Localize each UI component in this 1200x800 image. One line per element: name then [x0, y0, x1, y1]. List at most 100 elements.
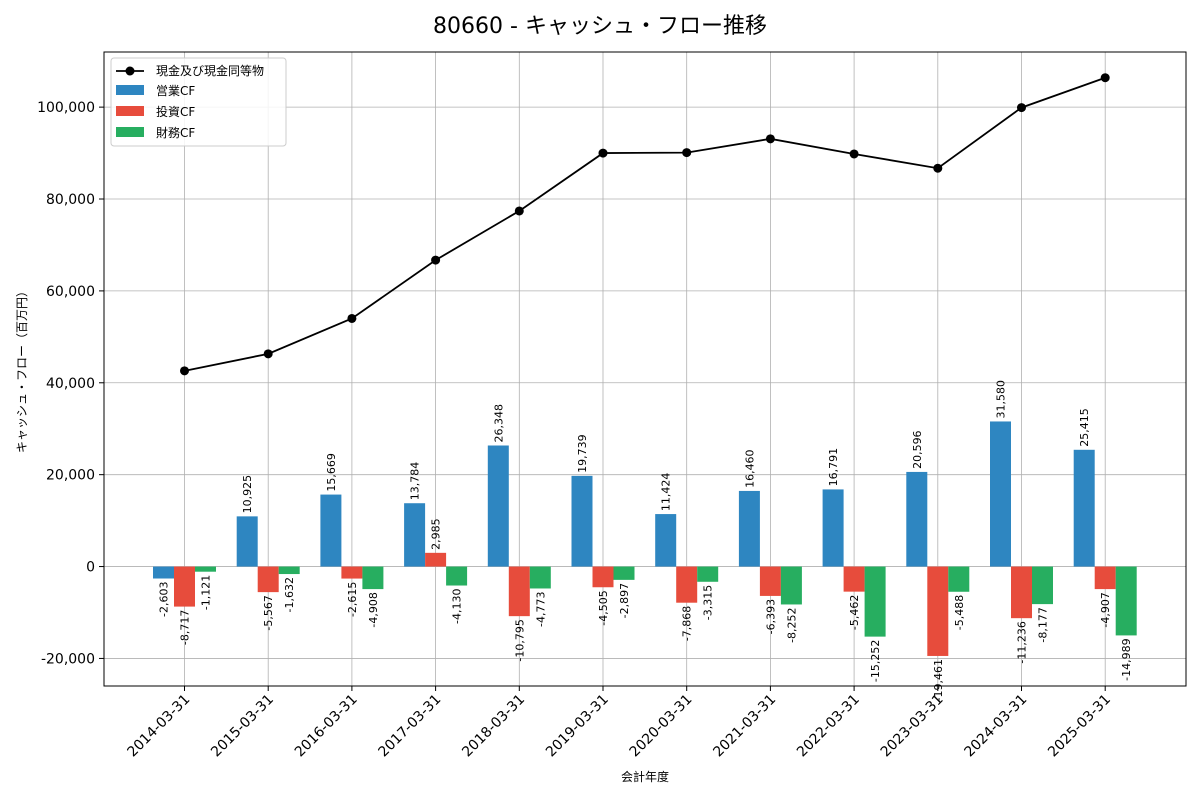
y-tick-label: 100,000 — [37, 100, 95, 116]
bar-operating — [1073, 449, 1095, 567]
cash-point — [431, 255, 441, 265]
legend-line-marker — [125, 66, 135, 76]
bar-value-label-financing: -15,252 — [869, 640, 882, 682]
x-tick-label: 2017-03-31 — [376, 692, 445, 761]
bar-investing — [843, 566, 865, 592]
cash-point — [1017, 103, 1026, 113]
x-tick-label: 2022-03-31 — [794, 692, 863, 761]
bar-operating — [320, 494, 342, 567]
bar-investing — [341, 566, 363, 579]
bar-investing — [508, 566, 530, 617]
line-layer — [180, 73, 1110, 376]
bar-investing — [592, 566, 614, 588]
cash-point — [849, 149, 859, 159]
bar-operating — [655, 514, 677, 567]
bar-financing — [780, 566, 802, 605]
bar-investing — [1011, 566, 1032, 619]
bar-value-label-financing: -5,488 — [953, 595, 966, 630]
bar-operating — [487, 445, 509, 567]
x-tick-label: 2021-03-31 — [710, 692, 779, 761]
bar-financing — [864, 566, 886, 637]
bar-financing — [362, 566, 384, 590]
bar-value-label-financing: -1,632 — [283, 577, 296, 612]
bars-layer — [153, 421, 1137, 656]
bar-operating — [571, 475, 593, 567]
bar-value-label-financing: -8,252 — [785, 607, 798, 642]
legend-swatch-financing — [116, 127, 144, 137]
bar-value-label-investing: -7,868 — [681, 606, 694, 641]
cash-point — [347, 313, 357, 323]
x-tick-label: 2025-03-31 — [1045, 692, 1114, 761]
legend-swatch-investing — [116, 106, 144, 116]
x-tick-label: 2024-03-31 — [961, 692, 1030, 761]
x-ticks-layer: 2014-03-31 2015-03-31 2016-03-31 2017-03-31… — [124, 686, 1114, 760]
y-axis-label: キャッシュ・フロー（百万円） — [15, 285, 29, 453]
bar-investing — [927, 566, 949, 656]
bar-value-label-operating: 11,424 — [660, 473, 673, 512]
bar-value-label-financing: -4,130 — [451, 589, 464, 624]
y-ticks-layer: -20,000 0 20,000 40,000 60,000 80,000 100,000 — [37, 100, 104, 667]
bar-value-label-operating: 13,784 — [409, 462, 422, 501]
bar-financing — [613, 566, 635, 580]
legend-box — [110, 57, 287, 147]
bar-value-label-investing: -19,461 — [932, 659, 945, 701]
bar-value-label-investing: -11,236 — [1016, 621, 1029, 663]
legend-label-investing: 投資CF — [156, 104, 195, 119]
bar-financing — [697, 566, 719, 582]
cash-point — [682, 148, 692, 158]
bar-value-label-operating: 20,596 — [911, 430, 924, 469]
x-tick-label: 2014-03-31 — [124, 692, 193, 761]
bar-value-label-operating: 15,669 — [325, 453, 338, 492]
chart-title: 80660 - キャッシュ・フロー推移 — [433, 14, 767, 39]
bar-value-label-financing: -4,908 — [367, 592, 380, 627]
bar-value-label-financing: -14,989 — [1120, 638, 1133, 680]
bar-operating — [906, 471, 928, 567]
legend-label-cash: 現金及び現金同等物 — [156, 63, 264, 78]
x-tick-label: 2019-03-31 — [543, 692, 612, 761]
y-tick-label: 0 — [86, 560, 95, 576]
cash-point — [1100, 73, 1110, 83]
bar-financing — [1115, 566, 1137, 636]
bar-value-label-operating: 26,348 — [492, 404, 505, 443]
bar-investing — [1094, 566, 1116, 590]
bar-financing — [278, 566, 300, 575]
bar-operating — [236, 516, 258, 567]
bar-operating — [153, 566, 174, 579]
bar-financing — [195, 566, 216, 572]
x-tick-label: 2020-03-31 — [627, 692, 696, 761]
bar-value-label-operating: 16,791 — [827, 448, 840, 487]
plot-frame — [103, 51, 1187, 687]
bar-value-label-investing: -6,393 — [764, 599, 777, 634]
bar-investing — [676, 566, 698, 603]
bar-operating — [738, 490, 760, 567]
bar-value-label-investing: -8,717 — [179, 610, 192, 645]
cash-point — [765, 134, 775, 144]
bar-operating — [990, 421, 1011, 567]
bar-value-label-financing: -2,897 — [618, 583, 631, 618]
cash-point — [933, 163, 943, 173]
x-tick-label: 2018-03-31 — [459, 692, 528, 761]
x-tick-label: 2023-03-31 — [878, 692, 947, 761]
legend-label-financing: 財務CF — [156, 125, 195, 140]
bar-operating — [404, 503, 426, 567]
bar-labels-layer: -2,603 10,925 15,669 13,784 26,348 19,739 11,4… — [158, 380, 1134, 701]
bar-value-label-investing: -4,907 — [1099, 592, 1112, 627]
bar-investing — [257, 566, 279, 593]
bar-value-label-operating: 16,460 — [743, 449, 756, 488]
bar-value-label-operating: 10,925 — [241, 475, 254, 514]
x-axis-label: 会計年度 — [621, 769, 669, 784]
bar-financing — [1032, 566, 1053, 605]
bar-operating — [822, 489, 844, 567]
bar-value-label-investing: -4,505 — [597, 590, 610, 625]
y-tick-label: 40,000 — [46, 376, 95, 392]
bar-value-label-investing: -2,615 — [346, 582, 359, 617]
bar-investing — [174, 566, 195, 607]
y-tick-label: 60,000 — [46, 284, 95, 300]
bar-value-label-operating: -2,603 — [158, 582, 171, 617]
legend: 現金及び現金同等物 営業CF 投資CF 財務CF — [110, 57, 287, 147]
bar-financing — [529, 566, 551, 589]
cash-point — [514, 206, 524, 216]
x-tick-label: 2015-03-31 — [208, 692, 277, 761]
bar-value-label-financing: -1,121 — [200, 575, 213, 610]
bar-value-label-operating: 19,739 — [576, 434, 589, 473]
